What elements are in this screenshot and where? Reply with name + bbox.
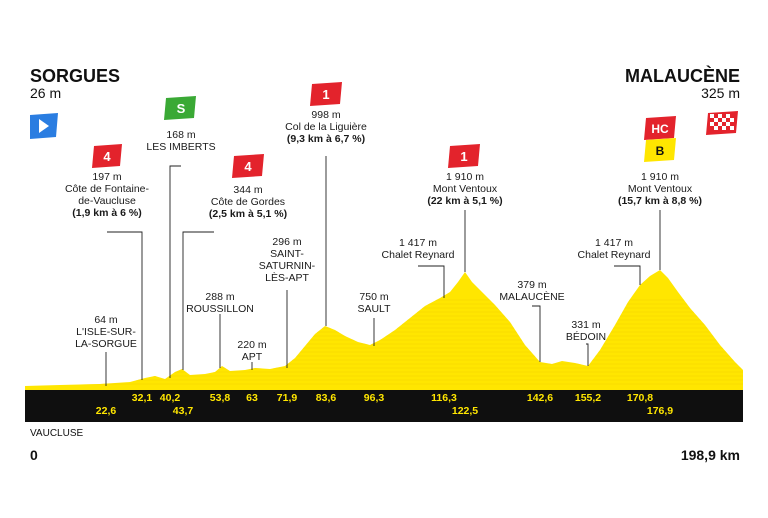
finish-flag-icon <box>706 111 738 135</box>
finish-altitude: 325 m <box>701 85 740 101</box>
climb-badge-liguiere: 1 <box>310 82 342 106</box>
km-marker-km437: 43,7 <box>173 405 194 417</box>
svg-text:4: 4 <box>244 159 252 174</box>
km-marker-reynard1: 116,3 <box>431 392 457 404</box>
waypoint-label-isle: 64 m <box>94 314 118 326</box>
leader-line <box>586 343 589 366</box>
km-marker-sault: 96,3 <box>364 392 385 404</box>
climb-badge-ventoux1: 1 <box>448 144 480 168</box>
km-marker-liguiere: 83,6 <box>316 392 337 404</box>
km-marker-imberts: 40,2 <box>160 392 181 404</box>
km-marker-isle: 22,6 <box>96 405 117 417</box>
waypoint-label-liguiere: 998 m <box>311 109 340 121</box>
waypoint-label-isle: L'ISLE-SUR- <box>76 326 136 338</box>
waypoint-label-fontaine: (1,9 km à 6 %) <box>72 207 141 219</box>
waypoint-label-reynard2: Chalet Reynard <box>578 249 651 261</box>
svg-text:4: 4 <box>103 149 111 164</box>
waypoint-label-liguiere: Col de la Liguière <box>285 121 367 133</box>
waypoint-label-gordes: (2,5 km à 5,1 %) <box>209 208 287 220</box>
waypoint-label-malaucene: 379 m <box>517 279 546 291</box>
start-flag-icon <box>30 113 58 139</box>
leader-line <box>614 265 641 285</box>
distance-total: 198,9 km <box>681 447 740 463</box>
waypoint-label-saturnin: LÈS-APT <box>265 271 309 284</box>
leader-line <box>169 165 181 378</box>
waypoint-label-sault: 750 m <box>359 291 388 303</box>
waypoint-label-saturnin: SAINT- <box>270 248 304 260</box>
svg-text:1: 1 <box>460 149 467 164</box>
waypoint-label-saturnin: SATURNIN- <box>259 260 316 272</box>
waypoint-label-reynard1: Chalet Reynard <box>382 249 455 261</box>
climb-badge-gordes: 4 <box>232 154 264 178</box>
leader-line <box>418 265 445 298</box>
waypoint-label-apt: 220 m <box>237 339 266 351</box>
km-marker-fontaine: 32,1 <box>132 392 153 404</box>
km-marker-malaucene: 142,6 <box>527 392 553 404</box>
waypoint-label-fontaine: Côte de Fontaine- <box>65 183 150 195</box>
waypoint-label-fontaine: 197 m <box>92 171 121 183</box>
waypoint-label-apt: APT <box>242 351 263 363</box>
waypoint-label-malaucene: MALAUCÈNE <box>499 290 564 303</box>
waypoint-label-roussillon: 288 m <box>205 291 234 303</box>
waypoint-label-sault: SAULT <box>357 303 391 315</box>
waypoint-label-bedoin: 331 m <box>571 319 600 331</box>
svg-text:HC: HC <box>651 122 669 136</box>
waypoint-label-imberts: 168 m <box>166 129 195 141</box>
km-marker-bedoin: 155,2 <box>575 392 601 404</box>
svg-text:S: S <box>177 101 186 116</box>
km-marker-ventoux2: 176,9 <box>647 405 673 417</box>
waypoint-label-fontaine: de-Vaucluse <box>78 195 136 207</box>
svg-text:1: 1 <box>322 87 329 102</box>
svg-text:B: B <box>656 144 665 158</box>
bonus-badge-ventoux2: B <box>644 138 676 162</box>
km-marker-roussillon: 53,8 <box>210 392 231 404</box>
km-marker-reynard2: 170,8 <box>627 392 653 404</box>
waypoint-label-ventoux1: (22 km à 5,1 %) <box>427 195 502 207</box>
climb-badge-ventoux2-hc: HC <box>644 116 676 140</box>
waypoint-label-ventoux1: Mont Ventoux <box>433 183 498 195</box>
waypoint-label-ventoux1: 1 910 m <box>446 171 484 183</box>
waypoint-label-gordes: Côte de Gordes <box>211 196 285 208</box>
waypoint-label-gordes: 344 m <box>233 184 262 196</box>
distance-start: 0 <box>30 447 38 463</box>
start-town: SORGUES <box>30 66 120 86</box>
waypoint-label-saturnin: 296 m <box>272 236 301 248</box>
waypoint-label-reynard2: 1 417 m <box>595 237 633 249</box>
waypoint-label-bedoin: BÉDOIN <box>566 330 606 343</box>
waypoint-label-ventoux2: Mont Ventoux <box>628 183 693 195</box>
waypoint-label-reynard1: 1 417 m <box>399 237 437 249</box>
distance-band <box>25 390 743 422</box>
waypoint-label-roussillon: ROUSSILLON <box>186 303 254 315</box>
start-altitude: 26 m <box>30 85 61 101</box>
waypoint-label-liguiere: (9,3 km à 6,7 %) <box>287 133 365 145</box>
km-marker-apt: 63 <box>246 392 258 404</box>
km-marker-ventoux1: 122,5 <box>452 405 478 417</box>
profile-area <box>25 270 743 390</box>
finish-town: MALAUCÈNE <box>625 65 740 86</box>
leader-line <box>107 231 143 380</box>
waypoint-label-ventoux2: 1 910 m <box>641 171 679 183</box>
waypoint-label-ventoux2: (15,7 km à 8,8 %) <box>618 195 702 207</box>
leader-line <box>182 231 214 370</box>
waypoint-label-imberts: LES IMBERTS <box>146 141 215 153</box>
region-label: VAUCLUSE <box>30 428 83 439</box>
sprint-badge-imberts: S <box>164 96 196 120</box>
leader-line <box>532 305 541 362</box>
km-marker-saturnin: 71,9 <box>277 392 298 404</box>
climb-badge-fontaine: 4 <box>92 144 122 168</box>
waypoint-label-isle: LA-SORGUE <box>75 338 137 350</box>
